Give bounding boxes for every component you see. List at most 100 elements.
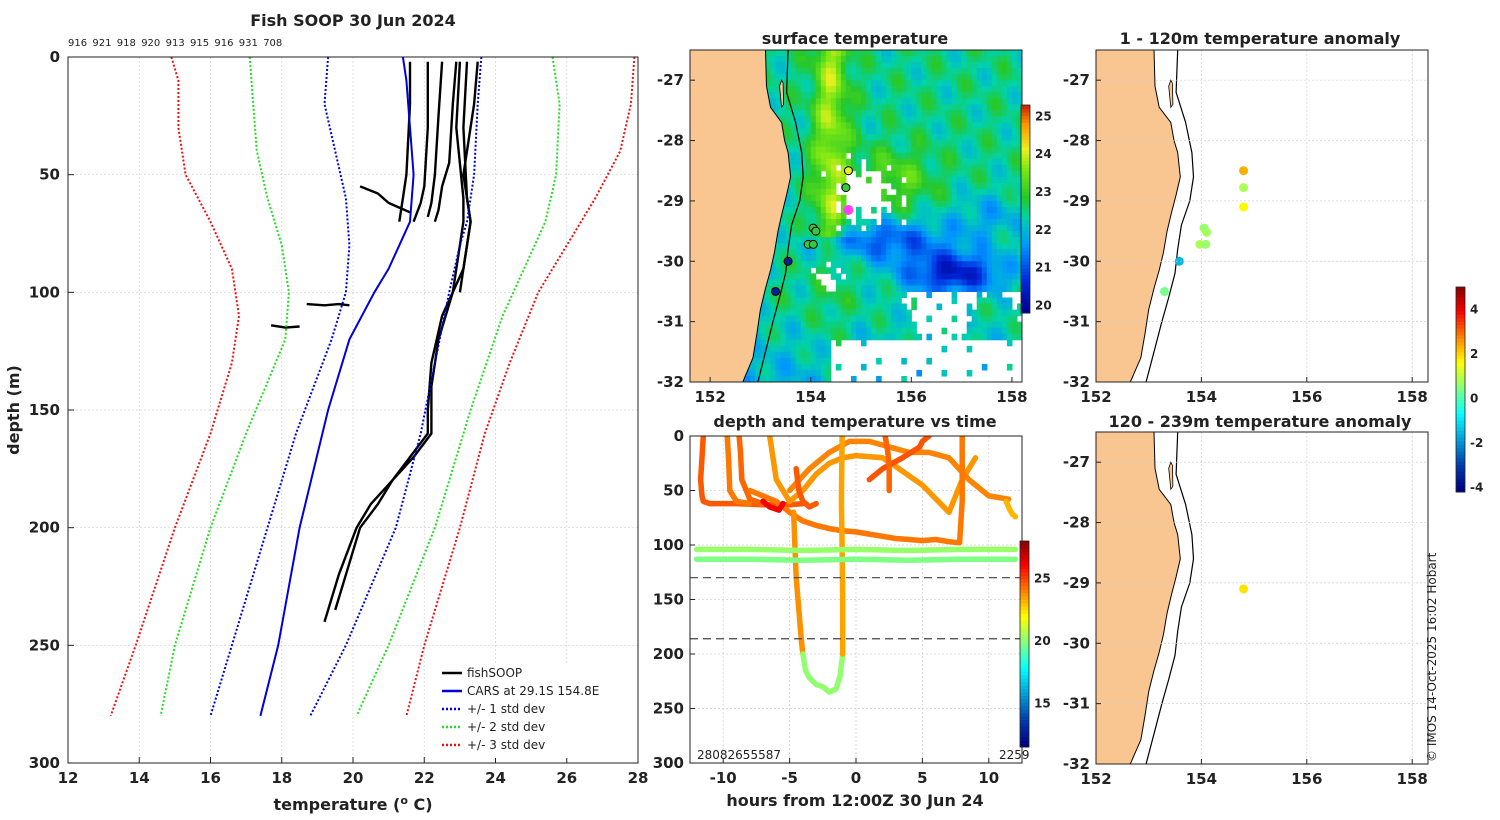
sst-cell — [926, 50, 932, 57]
sst-cell — [810, 116, 817, 123]
sst-cell — [971, 188, 978, 196]
sst-cell — [906, 219, 912, 226]
sst-cell — [911, 255, 917, 262]
colorbar-segment — [1021, 160, 1030, 165]
sst-cell — [971, 231, 978, 238]
sst-cell — [760, 363, 766, 371]
sst-cell — [755, 351, 761, 359]
sst-cell — [830, 182, 837, 190]
sst-cell — [976, 182, 983, 190]
sst-cell — [815, 357, 822, 365]
sst-cell — [936, 182, 943, 190]
sst-cell — [830, 110, 837, 117]
sst-cell — [775, 279, 782, 286]
x-tick-label: 26 — [556, 769, 577, 787]
sst-cell — [951, 74, 958, 81]
colorbar-segment — [1456, 488, 1465, 493]
sst-cell — [1006, 158, 1013, 166]
sst-cell — [926, 243, 932, 250]
colorbar-segment — [1456, 474, 1465, 479]
sst-cell — [790, 200, 797, 208]
sst-cell — [921, 285, 927, 292]
sst-cell — [961, 74, 968, 81]
sst-cell — [966, 128, 973, 136]
sst-cell — [835, 243, 842, 250]
sst-cell — [926, 122, 932, 129]
sst-cell — [835, 158, 842, 166]
sst-cell — [805, 369, 812, 377]
sst-cell — [956, 182, 963, 190]
colorbar-frame — [1020, 104, 1031, 314]
sst-cell — [871, 261, 877, 268]
sst-cell — [961, 255, 968, 262]
sst-cell — [805, 267, 812, 274]
colorbar-tick: 15 — [1034, 696, 1051, 710]
sst-cell — [1006, 68, 1013, 75]
anomaly-shallow-grid — [1096, 50, 1428, 382]
colorbar-segment — [1021, 157, 1030, 161]
sst-cell — [961, 225, 968, 232]
sst-cell — [886, 285, 892, 292]
sst-cell — [876, 249, 882, 256]
sst-cell — [810, 80, 817, 87]
sst-cell — [906, 243, 912, 250]
sst-cell — [815, 182, 822, 190]
sst-cell — [1006, 339, 1013, 347]
sst-cell — [770, 50, 777, 57]
sst-cell — [926, 291, 932, 299]
sst-cell — [966, 134, 973, 142]
sst-cell — [775, 351, 782, 359]
sst-cell — [966, 231, 973, 238]
fishsoop-profile-line — [412, 61, 429, 223]
sst-cell — [805, 279, 812, 286]
sst-cell — [815, 146, 822, 154]
sst-cell — [891, 333, 897, 341]
sst-cell — [1006, 146, 1013, 154]
colorbar-segment — [1456, 331, 1465, 336]
sst-cell — [866, 243, 872, 250]
time-tick-label: 0 — [851, 769, 861, 787]
tow-track — [866, 436, 932, 483]
sst-cell — [871, 86, 877, 93]
sst-cell — [891, 315, 897, 323]
sst-cell — [775, 92, 782, 99]
sst-cell — [951, 104, 958, 111]
sst-cell — [981, 213, 988, 220]
sst-cell — [1006, 122, 1013, 129]
sst-cell — [866, 327, 872, 335]
sst-cell — [800, 182, 807, 190]
sst-cell — [810, 170, 817, 178]
sst-cell — [1017, 225, 1022, 232]
sst-cell — [775, 243, 782, 250]
sst-cell — [795, 182, 802, 190]
sst-cell — [976, 176, 983, 184]
sst-cell — [790, 376, 797, 382]
sst-cell — [775, 309, 782, 317]
sst-cell — [820, 376, 827, 382]
sst-cell — [936, 164, 943, 172]
sst-cell — [926, 146, 932, 154]
sst-cell — [956, 134, 963, 142]
sst-cell — [901, 309, 907, 317]
sst-cell — [921, 152, 927, 160]
sst-cell — [840, 321, 847, 329]
sst-cell — [876, 98, 882, 105]
sst-cell — [856, 243, 862, 250]
sst-cell — [961, 170, 968, 178]
sst-cell — [785, 122, 792, 129]
sst-cell — [775, 68, 782, 75]
sst-cell — [785, 291, 792, 299]
sst-cell — [805, 80, 812, 87]
sst-cell — [1017, 74, 1022, 81]
sst-cell — [795, 327, 802, 335]
sst-cell — [825, 206, 832, 214]
colorbar-segment — [1456, 444, 1465, 449]
sst-cell — [835, 62, 842, 69]
colorbar-segment — [1456, 427, 1465, 431]
sst-cell — [800, 134, 807, 142]
sst-cell — [840, 98, 847, 105]
sst-cell — [901, 376, 907, 382]
sst-cell — [1006, 104, 1013, 111]
sst-cell — [951, 92, 958, 99]
sst-cell — [835, 152, 842, 160]
